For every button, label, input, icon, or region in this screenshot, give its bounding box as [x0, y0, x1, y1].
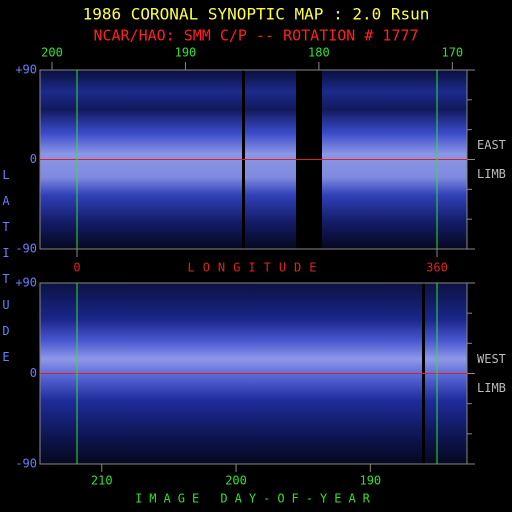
x-label: IMAGE DAY-OF-YEAR: [135, 492, 377, 506]
x-tick-label: 200: [225, 474, 247, 488]
x2-label: LONGITUDE: [187, 261, 324, 275]
limb-label: EAST: [477, 138, 506, 152]
y-tick-label: 0: [30, 366, 37, 380]
y-tick-label: -90: [15, 457, 37, 471]
x-tick-label: 190: [175, 46, 197, 60]
x-tick-label: 190: [359, 474, 381, 488]
limb-label: WEST: [477, 352, 506, 366]
y-tick-label: +90: [15, 63, 37, 77]
y-tick-label: +90: [15, 276, 37, 290]
limb-label: LIMB: [477, 167, 506, 181]
x-tick-label: 200: [41, 46, 63, 60]
limb-label: LIMB: [477, 381, 506, 395]
x-tick-label: 180: [308, 46, 330, 60]
longitude-tick-label: 0: [73, 261, 80, 275]
subtitle: NCAR/HAO: SMM C/P -- ROTATION # 1777: [93, 27, 418, 45]
y-tick-label: 0: [30, 152, 37, 166]
y-tick-label: -90: [15, 242, 37, 256]
title: 1986 CORONAL SYNOPTIC MAP : 2.0 Rsun: [83, 5, 430, 24]
x-tick-label: 210: [91, 474, 113, 488]
longitude-tick-label: 360: [426, 261, 448, 275]
x-tick-label: 170: [441, 46, 463, 60]
